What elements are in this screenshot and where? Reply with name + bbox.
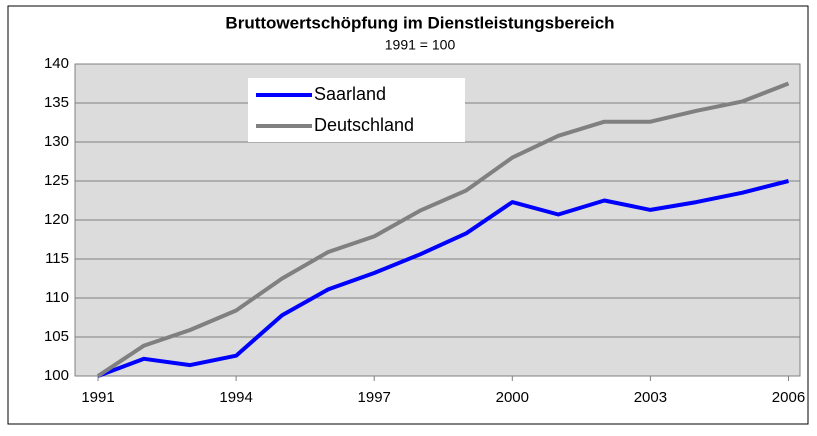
legend-items: Saarland Deutschland — [256, 84, 414, 135]
y-tick-label: 130 — [44, 133, 69, 150]
y-tick-label: 100 — [44, 367, 69, 384]
legend — [248, 78, 465, 142]
chart-title: Bruttowertschöpfung im Dienstleistungsbe… — [225, 13, 614, 32]
x-tick-label: 1994 — [219, 389, 252, 406]
y-tick-label: 140 — [44, 55, 69, 72]
x-tick-label: 2006 — [772, 389, 805, 406]
series-line — [96, 81, 790, 378]
y-tick-label: 115 — [45, 250, 69, 267]
y-tick-label: 105 — [44, 328, 69, 345]
grid — [75, 63, 800, 381]
x-tick-label: 2003 — [634, 389, 667, 406]
legend-label: Deutschland — [314, 115, 414, 135]
x-tick-label: 1997 — [358, 389, 391, 406]
series-line — [97, 179, 789, 378]
x-tick-label: 1991 — [81, 389, 114, 406]
y-tick-label: 120 — [44, 211, 69, 228]
y-tick-label: 125 — [44, 172, 69, 189]
y-tick-label: 135 — [44, 94, 69, 111]
y-tick-label: 110 — [45, 289, 69, 306]
legend-label: Saarland — [314, 84, 386, 104]
lines — [96, 81, 790, 378]
x-tick-label: 2000 — [496, 389, 529, 406]
chart-subtitle: 1991 = 100 — [385, 37, 456, 53]
